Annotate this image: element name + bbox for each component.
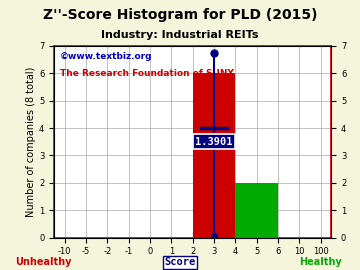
Bar bbox=[235, 183, 278, 238]
Y-axis label: Number of companies (8 total): Number of companies (8 total) bbox=[26, 67, 36, 217]
Text: Z''-Score Histogram for PLD (2015): Z''-Score Histogram for PLD (2015) bbox=[43, 8, 317, 22]
Text: 1.3901: 1.3901 bbox=[195, 137, 233, 147]
Bar bbox=[193, 73, 235, 238]
Text: ©www.textbiz.org: ©www.textbiz.org bbox=[59, 52, 152, 61]
Text: Industry: Industrial REITs: Industry: Industrial REITs bbox=[101, 30, 259, 40]
Text: Unhealthy: Unhealthy bbox=[15, 257, 71, 267]
Text: Score: Score bbox=[165, 257, 195, 267]
Text: The Research Foundation of SUNY: The Research Foundation of SUNY bbox=[59, 69, 233, 78]
Text: Healthy: Healthy bbox=[299, 257, 342, 267]
